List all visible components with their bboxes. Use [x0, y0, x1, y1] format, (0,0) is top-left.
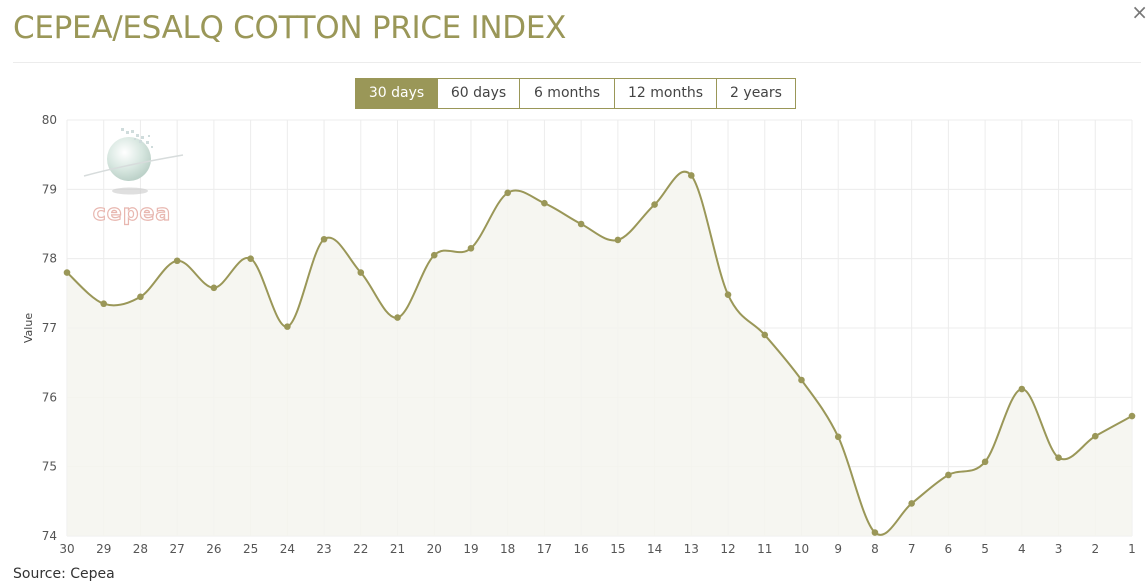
x-tick-label: 19	[463, 542, 478, 556]
x-tick-label: 2	[1091, 542, 1099, 556]
y-tick-label: 79	[42, 182, 57, 196]
data-point[interactable]	[1091, 432, 1099, 440]
y-tick-label: 80	[42, 113, 57, 127]
y-tick-label: 78	[42, 252, 57, 266]
series-area	[67, 171, 1132, 536]
x-tick-label: 30	[59, 542, 74, 556]
source-note: Source: Cepea	[13, 566, 115, 582]
range-6-months-button[interactable]: 6 months	[519, 78, 615, 109]
x-tick-label: 27	[170, 542, 185, 556]
x-tick-label: 4	[1018, 542, 1026, 556]
data-point[interactable]	[798, 376, 805, 384]
data-point[interactable]	[761, 331, 769, 339]
range-12-months-button[interactable]: 12 months	[614, 78, 717, 109]
data-point[interactable]	[63, 269, 71, 276]
x-tick-label: 23	[316, 542, 331, 556]
x-tick-label: 18	[500, 542, 515, 556]
globe-icon	[83, 128, 184, 195]
y-axis-label: Value	[22, 313, 35, 343]
data-point[interactable]	[173, 257, 181, 265]
x-tick-label: 1	[1128, 542, 1136, 556]
y-tick-label: 75	[42, 460, 57, 474]
cepea-logo: cepea	[83, 128, 184, 227]
data-point[interactable]	[908, 500, 915, 507]
x-tick-label: 13	[684, 542, 699, 556]
data-point[interactable]	[1128, 412, 1136, 420]
data-point[interactable]	[834, 433, 842, 441]
x-tick-label: 25	[243, 542, 258, 556]
y-tick-label: 76	[42, 390, 57, 404]
x-tick-label: 16	[573, 542, 588, 556]
x-tick-label: 28	[133, 542, 148, 556]
data-point[interactable]	[688, 172, 695, 179]
x-tick-label: 24	[280, 542, 295, 556]
x-tick-label: 26	[206, 542, 221, 556]
x-tick-label: 20	[427, 542, 442, 556]
x-tick-label: 10	[794, 542, 809, 556]
data-point[interactable]	[467, 244, 475, 252]
data-point[interactable]	[137, 293, 144, 301]
data-point[interactable]	[1018, 385, 1026, 393]
range-60-days-button[interactable]: 60 days	[437, 78, 520, 109]
x-tick-label: 6	[945, 542, 953, 556]
title-divider	[13, 62, 1141, 63]
data-point[interactable]	[614, 236, 622, 244]
data-point[interactable]	[284, 323, 291, 330]
range-30-days-button[interactable]: 30 days	[355, 78, 438, 109]
data-point[interactable]	[394, 314, 401, 321]
y-tick-label: 77	[42, 321, 57, 335]
x-tick-label: 14	[647, 542, 662, 556]
data-point[interactable]	[945, 471, 952, 479]
x-tick-label: 3	[1055, 542, 1063, 556]
x-tick-label: 9	[834, 542, 842, 556]
cepea-logo-text: cepea	[93, 201, 171, 226]
range-2-years-button[interactable]: 2 years	[716, 78, 796, 109]
x-tick-label: 11	[757, 542, 772, 556]
data-point[interactable]	[577, 220, 585, 228]
data-point[interactable]	[357, 269, 365, 276]
data-point[interactable]	[247, 255, 254, 262]
data-point[interactable]	[1055, 454, 1062, 461]
data-point[interactable]	[210, 284, 218, 292]
data-point[interactable]	[504, 189, 511, 197]
x-tick-label: 22	[353, 542, 368, 556]
data-point[interactable]	[320, 235, 328, 243]
x-tick-label: 29	[96, 542, 111, 556]
data-point[interactable]	[430, 251, 438, 259]
data-point[interactable]	[981, 458, 989, 466]
y-tick-label: 74	[42, 529, 57, 543]
page-title: CEPEA/ESALQ COTTON PRICE INDEX	[13, 10, 567, 46]
close-icon[interactable]: ×	[1131, 0, 1146, 24]
data-point[interactable]	[871, 529, 879, 536]
range-selector: 30 days 60 days 6 months 12 months 2 yea…	[355, 78, 796, 109]
x-tick-label: 21	[390, 542, 405, 556]
x-tick-label: 12	[720, 542, 735, 556]
x-tick-label: 17	[537, 542, 552, 556]
x-tick-label: 7	[908, 542, 916, 556]
series-line	[66, 170, 1133, 536]
x-tick-label: 15	[610, 542, 625, 556]
data-point[interactable]	[541, 199, 548, 207]
x-tick-label: 5	[981, 542, 989, 556]
data-point[interactable]	[651, 201, 658, 208]
x-tick-label: 8	[871, 542, 879, 556]
data-point[interactable]	[100, 300, 108, 308]
data-point[interactable]	[724, 291, 732, 299]
